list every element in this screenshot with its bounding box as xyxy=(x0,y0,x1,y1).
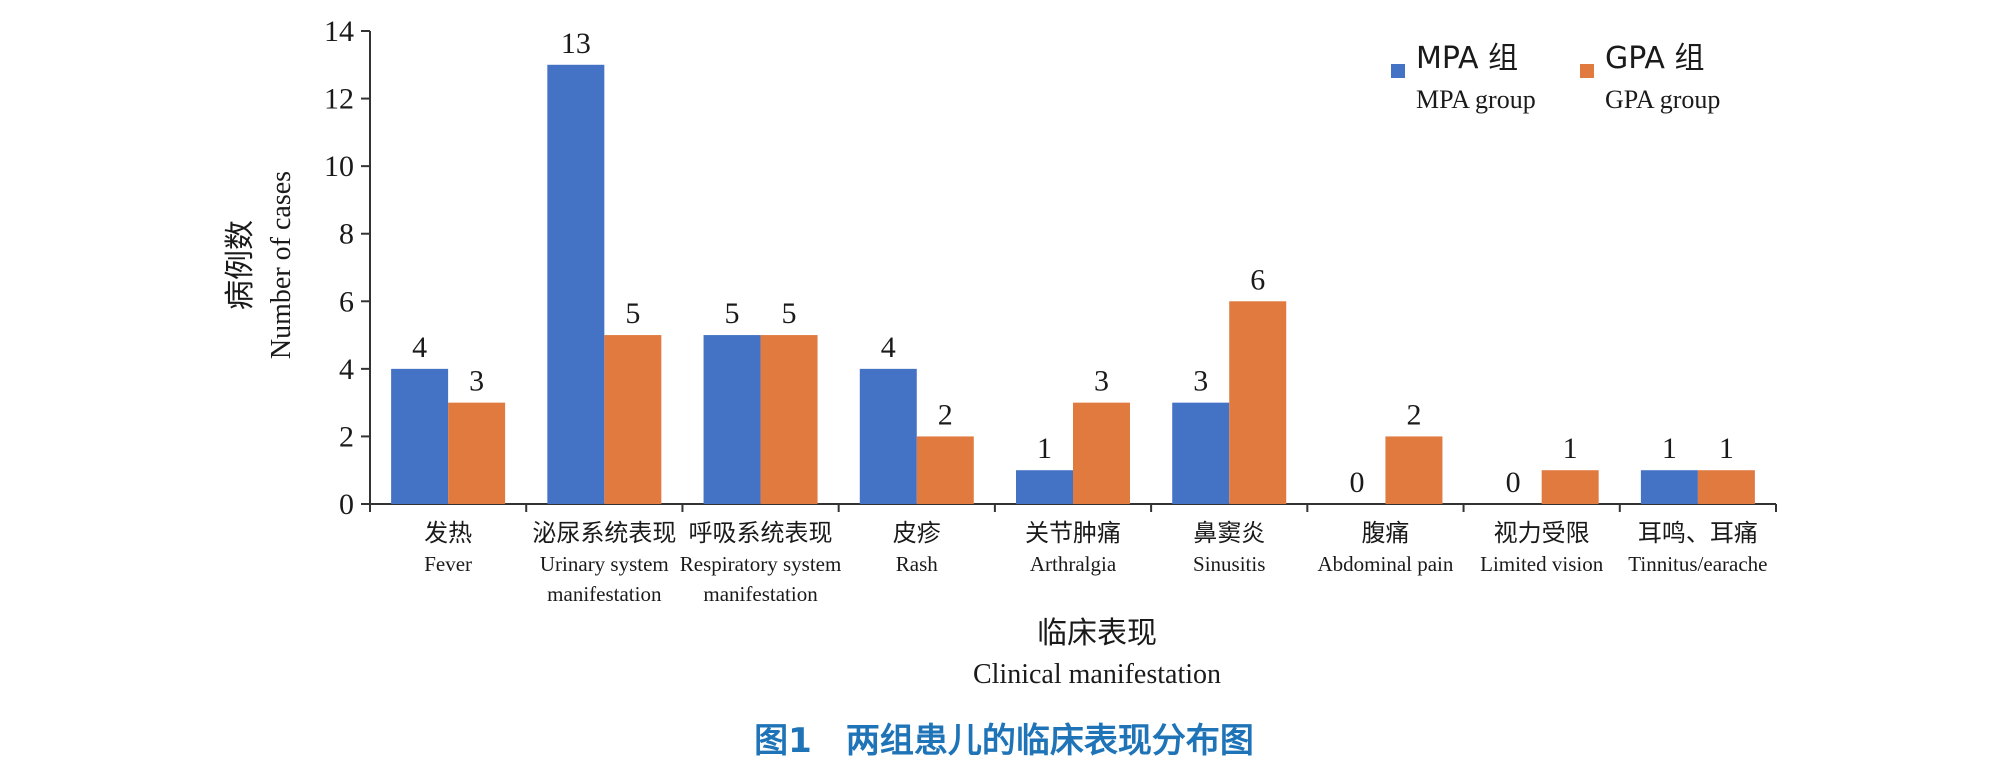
bar-gpa xyxy=(916,436,974,504)
bar-mpa xyxy=(1640,470,1698,504)
bar-gpa xyxy=(1229,301,1287,504)
category-label-en: Abdominal pain xyxy=(1317,552,1453,576)
bar-gpa xyxy=(448,402,506,504)
y-tick-label: 0 xyxy=(339,488,354,521)
category-label: 耳鸣、耳痛 xyxy=(1638,519,1758,547)
y-axis: 0 2 4 6 8 10 12 14 xyxy=(324,15,371,521)
bar-mpa xyxy=(391,368,449,504)
bar-value-label: 2 xyxy=(1406,398,1421,431)
legend-label: GPA 组 xyxy=(1605,41,1704,76)
x-axis xyxy=(369,503,1777,512)
bar-value-label: 5 xyxy=(625,297,640,330)
y-tick-label: 12 xyxy=(324,83,354,116)
bar-value-label: 3 xyxy=(1094,365,1109,398)
bar-value-label: 5 xyxy=(725,297,740,330)
y-tick-label: 2 xyxy=(339,420,354,453)
category-label: 发热 xyxy=(424,519,472,547)
legend-swatch xyxy=(1580,64,1594,78)
bar-gpa xyxy=(604,335,662,504)
category-label-en: Respiratory system xyxy=(680,552,842,576)
bar-gpa xyxy=(1385,436,1443,504)
category-label-en: Limited vision xyxy=(1480,552,1604,576)
bar-value-label: 1 xyxy=(1662,432,1677,465)
y-tick-label: 6 xyxy=(339,285,354,318)
legend-label-en: MPA group xyxy=(1416,85,1536,114)
category-label: 泌尿系统表现 xyxy=(532,519,676,547)
y-tick-label: 14 xyxy=(324,15,354,48)
category-label-en: Tinnitus/earache xyxy=(1628,552,1767,576)
bar-gpa xyxy=(1697,470,1755,504)
bar-value-label: 3 xyxy=(1193,365,1208,398)
legend-label-en: GPA group xyxy=(1605,85,1720,114)
bar-value-label: 1 xyxy=(1037,432,1052,465)
x-axis-title-en: Clinical manifestation xyxy=(973,659,1221,690)
legend-swatch xyxy=(1391,64,1405,78)
category-label: 腹痛 xyxy=(1361,519,1409,547)
category-label: 关节肿痛 xyxy=(1025,519,1121,547)
bar-value-label: 1 xyxy=(1563,432,1578,465)
x-axis-title: 临床表现 xyxy=(1037,616,1157,651)
bar-mpa xyxy=(859,368,917,504)
bar-mpa xyxy=(1016,470,1073,504)
bar-value-label: 4 xyxy=(881,331,896,364)
category-label-en: Urinary system xyxy=(540,552,669,576)
category-label: 视力受限 xyxy=(1494,519,1590,547)
bars xyxy=(391,64,1755,505)
y-tick-label: 10 xyxy=(324,150,354,183)
bar-value-label: 3 xyxy=(469,365,484,398)
bar-value-label: 1 xyxy=(1719,432,1734,465)
bar-gpa xyxy=(760,335,818,504)
bar-mpa xyxy=(1172,402,1230,504)
category-label-en: manifestation xyxy=(547,582,662,606)
y-axis-title-en: Number of cases xyxy=(266,171,297,359)
bar-value-label: 2 xyxy=(938,398,953,431)
category-label: 呼吸系统表现 xyxy=(689,519,833,547)
figure-caption: 图1 两组患儿的临床表现分布图 xyxy=(754,721,1254,761)
category-label-en: Fever xyxy=(424,552,472,576)
legend-label: MPA 组 xyxy=(1416,41,1518,76)
bar-mpa xyxy=(703,335,761,504)
bar-value-label: 0 xyxy=(1506,466,1521,499)
category-label-en: Arthralgia xyxy=(1030,552,1117,576)
category-label-en: manifestation xyxy=(703,582,818,606)
bar-value-label: 6 xyxy=(1250,263,1265,296)
legend: MPA 组 MPA group GPA 组 GPA group xyxy=(1391,41,1720,114)
bar-value-label: 5 xyxy=(782,297,797,330)
y-axis-title: 病例数 xyxy=(223,220,258,310)
bar-value-label: 13 xyxy=(561,27,591,60)
bar-gpa xyxy=(1073,402,1130,504)
category-label-en: Sinusitis xyxy=(1193,552,1265,576)
y-tick-label: 4 xyxy=(339,353,354,386)
bar-value-label: 0 xyxy=(1349,466,1364,499)
category-label: 鼻窦炎 xyxy=(1193,519,1265,547)
category-label: 皮疹 xyxy=(893,519,941,547)
bar-gpa xyxy=(1541,470,1599,504)
bar-value-label: 4 xyxy=(412,331,427,364)
bar-mpa xyxy=(547,64,605,505)
category-label-en: Rash xyxy=(896,552,939,576)
y-tick-label: 8 xyxy=(339,218,354,251)
category-labels: 发热 Fever 泌尿系统表现 Urinary system manifestation… xyxy=(424,519,1767,606)
